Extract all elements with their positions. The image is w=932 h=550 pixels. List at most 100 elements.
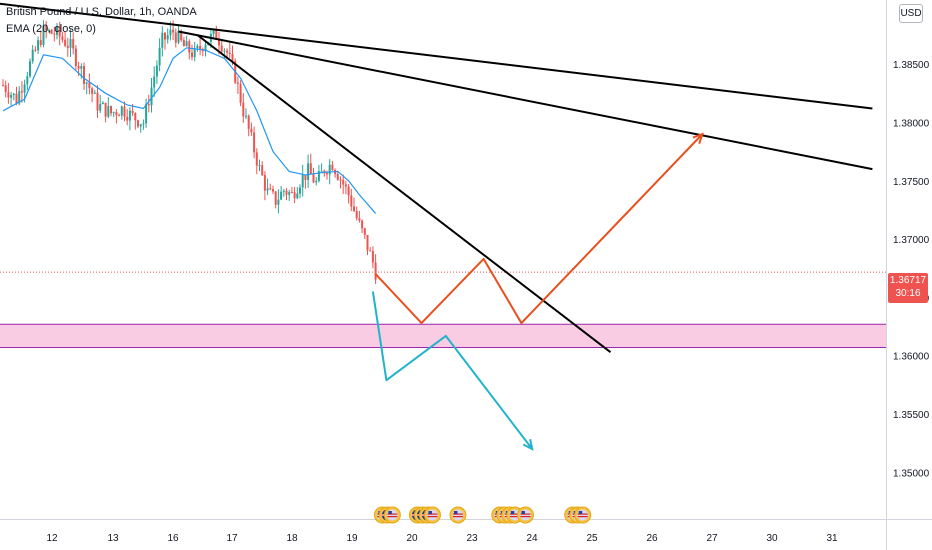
time-tick-label: 27 [706,533,718,544]
candle-body [344,184,347,187]
candle-body [309,163,312,175]
us-event-flag-icon[interactable] [383,506,401,524]
candle-body [342,179,345,185]
candle-body [312,174,315,183]
candle-body [331,164,334,170]
candle-body [196,45,199,49]
candle-body [134,113,137,121]
candle-body [277,199,280,205]
last-price-value: 1.36717 [889,275,927,286]
candle-body [137,120,139,127]
candle-body [374,262,377,280]
candle-body [15,93,18,104]
candle-body [50,29,53,34]
candle-body [258,165,261,167]
candle-body [236,82,239,84]
candle-body [166,35,169,40]
time-tick-label: 25 [586,533,598,544]
candle-body [126,116,129,121]
candle-body [290,192,293,194]
time-tick-label: 16 [167,533,179,544]
candle-body [104,102,107,117]
event-flag-stripe [452,516,463,518]
candle-body [255,152,258,166]
price-tick-label: 1.35500 [893,410,930,421]
candle-body [288,192,291,195]
time-tick-label: 18 [286,533,298,544]
candle-body [191,52,193,58]
projection-down-arrow [371,291,533,450]
candle-body [274,191,277,205]
candle-body [42,25,45,45]
legend-title: British Pound / U.S. Dollar, 1h, OANDA [6,6,197,18]
event-flag-stripe [427,513,438,515]
candle-body [88,82,91,89]
event-flag-canton [428,511,432,514]
candle-body [293,192,296,199]
candle-body [91,88,94,94]
candle-body [366,234,369,251]
us-event-flag-icon[interactable] [423,506,441,524]
candle-body [204,44,207,52]
us-event-flag-icon[interactable] [516,506,534,524]
candle-body [123,106,126,117]
candle-body [180,31,183,40]
candle-body [20,91,23,93]
candle-body [10,94,13,98]
projection-down-arrow-arrowhead [522,439,534,451]
candle-body [61,36,64,40]
candle-body [347,186,350,196]
currency-button[interactable]: USD [899,4,923,23]
event-flag-stripe [427,516,438,518]
candle-body [150,87,153,106]
price-tick-label: 1.38500 [893,60,930,71]
candle-body [72,39,75,49]
time-tick-label: 24 [526,533,538,544]
candle-body [31,49,34,62]
candle-body [2,85,4,87]
candle-body [29,61,31,77]
event-flag-stripe [509,516,520,518]
candle-body [128,110,131,121]
candle-body [153,76,156,88]
candle-body [199,45,202,50]
candle-body [74,48,77,67]
candle-body [304,174,307,180]
candle-body [80,66,83,69]
candle-body [18,91,21,104]
candle-body [285,190,288,195]
event-flag-stripe [387,513,398,515]
event-flag-canton [521,511,525,514]
trendline [196,34,612,354]
candle-body [12,93,15,95]
candle-body [147,104,150,106]
price-tick-label: 1.35000 [893,468,930,479]
last-price-tag: 1.36717 30:16 [888,273,928,303]
candle-body [110,106,112,114]
candle-body [101,102,104,104]
candle-body [328,164,331,175]
us-event-flag-icon[interactable] [574,506,592,524]
candle-body [47,29,50,31]
time-tick-label: 19 [346,533,358,544]
time-tick-label: 13 [107,533,119,544]
legend-indicator[interactable]: EMA (20, close, 0) [6,23,96,35]
candle-body [96,92,99,111]
price-tick-label: 1.38000 [893,118,930,129]
candle-body [23,84,26,93]
candle-body [45,25,48,31]
candle-body [185,41,188,47]
candle-body [155,65,158,77]
event-flag-canton [578,511,583,514]
candle-body [336,174,339,180]
event-flag-stripe [509,513,520,515]
us-event-flag-icon[interactable] [449,506,467,524]
event-flag-stripe [520,513,531,515]
candle-body [188,41,191,53]
time-tick-label: 30 [766,533,778,544]
candle-body [118,115,121,117]
candle-body [172,29,175,33]
candle-body [320,170,323,172]
